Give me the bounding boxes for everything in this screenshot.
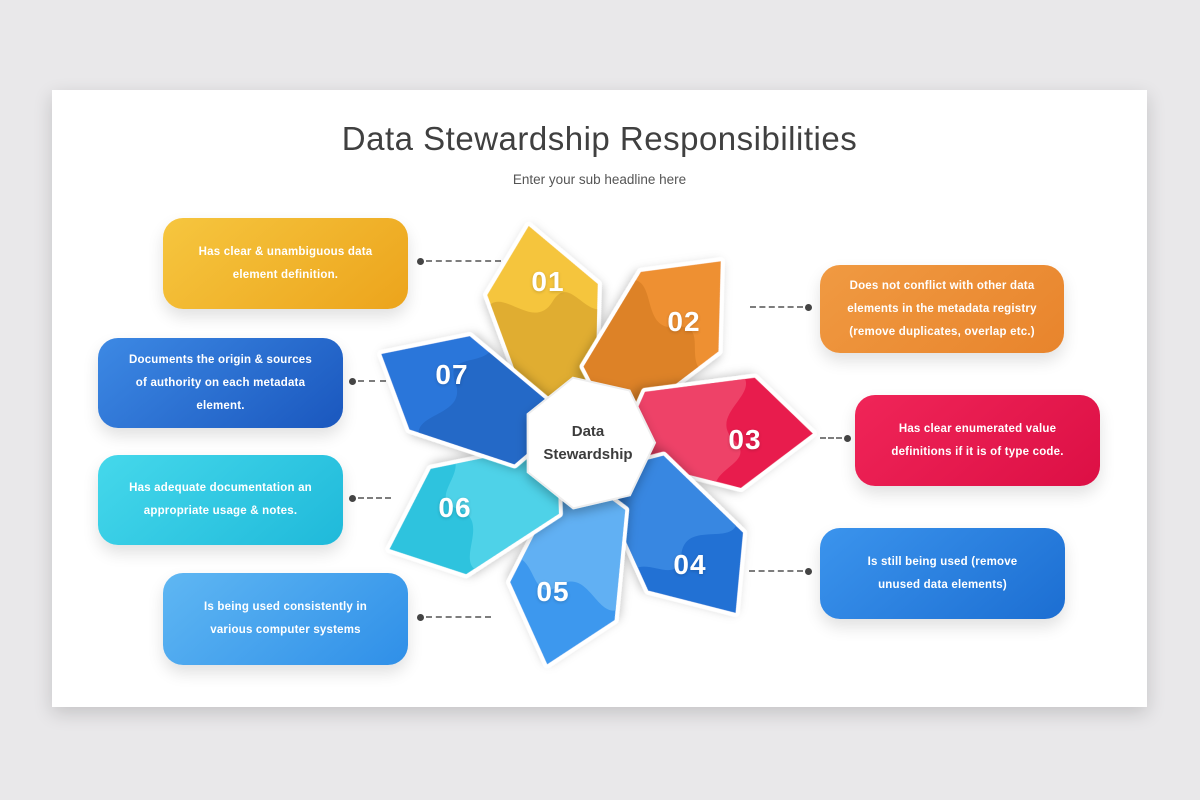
connector-07 [349, 377, 388, 385]
connector-05 [417, 613, 493, 621]
connector-04 [747, 567, 812, 575]
callout-box-02: Does not conflict with other data elemen… [820, 265, 1064, 353]
callout-box-01: Has clear & unambiguous data element def… [163, 218, 408, 309]
callout-text-02: Does not conflict with other data elemen… [847, 279, 1037, 338]
center-heptagon [526, 376, 657, 510]
connector-dashed-line [750, 306, 803, 308]
connector-dot-icon [805, 303, 812, 311]
petal-number-03: 03 [728, 424, 762, 455]
pinwheel-diagram [377, 221, 817, 669]
connector-dot-icon [805, 567, 812, 575]
connector-06 [349, 494, 393, 502]
connector-dashed-line [820, 437, 842, 439]
callout-text-06: Has adequate documentation an appropriat… [129, 482, 312, 517]
connector-02 [748, 303, 812, 311]
callout-box-03: Has clear enumerated value definitions i… [855, 395, 1100, 486]
connector-dot-icon [417, 613, 424, 621]
center-label-line1: Data [571, 423, 605, 440]
connector-dashed-line [749, 570, 803, 572]
petal-number-05: 05 [536, 576, 570, 607]
petal-number-04: 04 [673, 549, 707, 580]
callout-box-05: Is being used consistently in various co… [163, 573, 408, 665]
connector-dashed-line [426, 260, 501, 262]
callout-box-06: Has adequate documentation an appropriat… [98, 455, 343, 545]
page-title: Data Stewardship Responsibilities [341, 120, 858, 157]
petal-number-06: 06 [438, 492, 472, 523]
callout-box-04: Is still being used (remove unused data … [820, 528, 1065, 619]
center-hexagon-label: Data Stewardship [513, 421, 663, 466]
connector-dashed-line [358, 380, 386, 382]
callout-text-05: Is being used consistently in various co… [204, 601, 367, 636]
callout-text-01: Has clear & unambiguous data element def… [198, 245, 373, 281]
center-label-line2: Stewardship [543, 445, 633, 463]
petal-number-02: 02 [667, 306, 701, 337]
connector-01 [417, 257, 503, 265]
callout-text-07: Documents the origin & sources of author… [128, 353, 312, 412]
connector-dot-icon [417, 257, 424, 265]
callout-text-04: Is still being used (remove unused data … [867, 555, 1018, 591]
connector-03 [818, 434, 851, 442]
petal-number-07: 07 [435, 359, 469, 390]
callout-box-07: Documents the origin & sources of author… [98, 338, 343, 428]
callout-text-03: Has clear enumerated value definitions i… [891, 422, 1064, 458]
connector-dot-icon [349, 494, 356, 502]
slide-canvas: Data Stewardship Responsibilities Enter … [52, 90, 1147, 707]
connector-dashed-line [426, 616, 491, 618]
page-subtitle: Enter your sub headline here [512, 172, 687, 187]
connector-dashed-line [358, 497, 391, 499]
connector-dot-icon [844, 434, 851, 442]
connector-dot-icon [349, 377, 356, 385]
petal-number-01: 01 [531, 266, 565, 297]
